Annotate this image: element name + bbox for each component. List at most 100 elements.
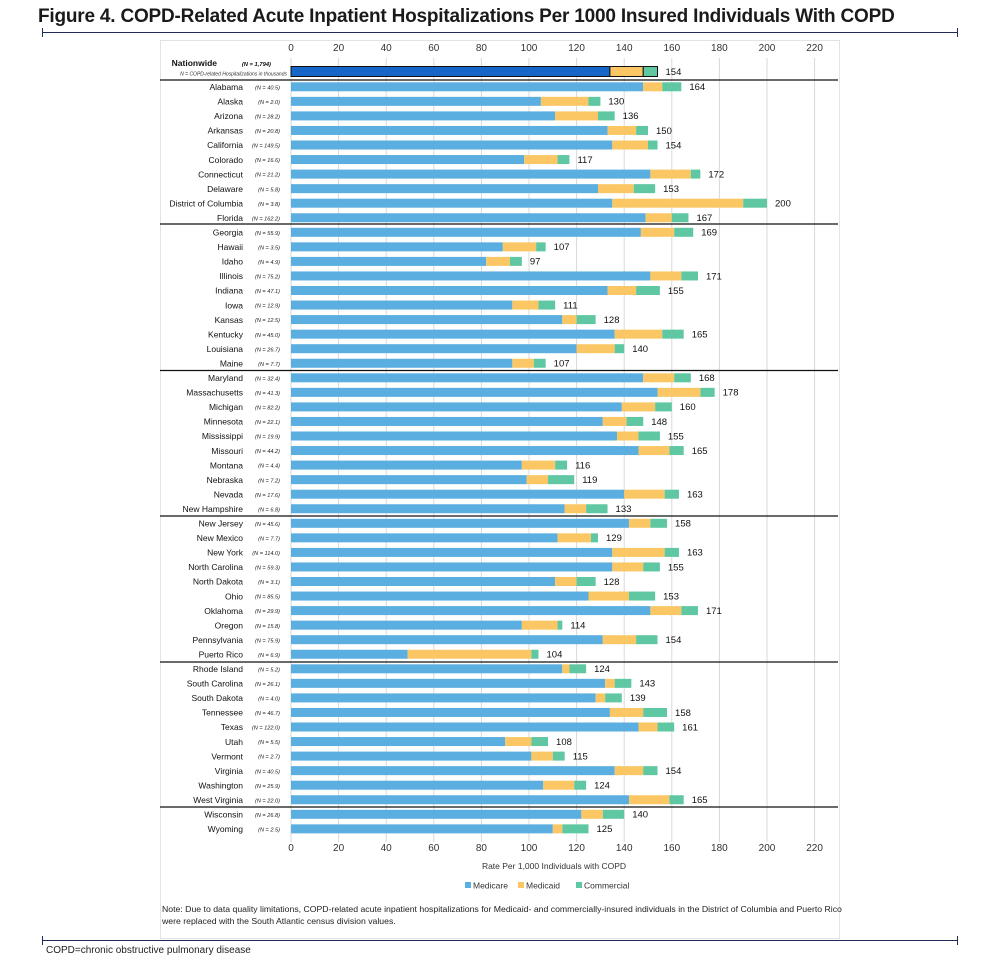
bar-medicare [291, 664, 563, 674]
bar-total-label: 107 [554, 242, 570, 253]
bar-medicare [291, 213, 646, 223]
bar-medicaid [628, 518, 651, 528]
bar-total-label: 140 [632, 810, 648, 821]
bar-commercial [538, 300, 556, 310]
bar-medicaid [512, 358, 534, 368]
state-n-label: (N = 45.0) [255, 333, 280, 339]
bar-medicaid [650, 606, 682, 616]
bar-total-label: 165 [692, 795, 708, 806]
bar-commercial [614, 678, 632, 688]
bar-medicare [291, 184, 599, 194]
legend-swatch [465, 882, 471, 888]
bar-total-label: 153 [663, 591, 679, 602]
state-n-label: (N = 22.0) [255, 798, 280, 804]
state-n-label: (N = 162.2) [252, 216, 280, 222]
bar-medicare [291, 431, 618, 441]
bar-commercial [690, 169, 701, 179]
bar-commercial [633, 184, 656, 194]
state-n-label: (N = 4.4) [258, 464, 280, 470]
state-label: District of Columbia [169, 198, 243, 208]
bar-medicare [291, 96, 541, 106]
state-label: Nevada [214, 489, 244, 499]
bar-total-label: 143 [639, 679, 655, 690]
x-tick-label-bottom: 220 [806, 843, 823, 854]
bar-medicare [291, 373, 644, 383]
bar-medicare [291, 693, 596, 703]
state-label: South Dakota [191, 693, 243, 703]
bar-medicare [291, 547, 613, 557]
bar-medicaid [564, 504, 587, 514]
x-tick-label-bottom: 100 [521, 843, 538, 854]
bar-commercial [674, 227, 694, 237]
bar-medicaid [612, 562, 644, 572]
bar-commercial [569, 664, 587, 674]
bar-medicare [291, 315, 563, 325]
bar-medicaid [598, 184, 634, 194]
legend-label: Medicaid [526, 881, 560, 891]
nationwide-sublabel: N = COPD-related Hospitalizations in tho… [180, 72, 287, 78]
bar-medicaid [502, 242, 537, 252]
bar-medicaid [657, 387, 701, 397]
bar-commercial [557, 620, 563, 630]
bar-medicaid [650, 271, 682, 281]
state-n-label: (N = 41.3) [255, 391, 280, 397]
x-tick-label-top: 40 [381, 43, 393, 54]
state-n-label: (N = 46.7) [255, 711, 280, 717]
state-n-label: (N = 12.9) [255, 304, 280, 310]
state-n-label: (N = 15.8) [255, 624, 280, 630]
state-n-label: (N = 6.9) [258, 653, 280, 659]
state-n-label: (N = 4.9) [258, 260, 280, 266]
bar-medicare [291, 751, 532, 761]
bar-total-label: 139 [630, 693, 646, 704]
top-rule [42, 32, 958, 33]
top-rule-left-cap [42, 28, 43, 37]
bar-total-label: 133 [616, 504, 632, 515]
bottom-rule [42, 940, 958, 941]
state-n-label: (N = 59.3) [255, 566, 280, 572]
bar-medicare [291, 606, 651, 616]
bar-commercial [638, 431, 660, 441]
bar-medicare [291, 416, 603, 426]
bar-commercial [586, 504, 608, 514]
bar-medicaid [552, 824, 563, 834]
bar-total-label: 154 [666, 140, 682, 151]
state-n-label: (N = 3.8) [258, 202, 280, 208]
nationwide-bar-medicare [290, 66, 611, 77]
bar-medicare [291, 460, 522, 470]
bar-medicare [291, 620, 522, 630]
state-label: Ohio [225, 591, 243, 601]
legend-swatch [576, 882, 582, 888]
bar-medicare [291, 722, 639, 732]
bar-total-label: 165 [692, 446, 708, 457]
bar-commercial [598, 111, 615, 121]
state-n-label: (N = 45.6) [255, 522, 280, 528]
bar-commercial [662, 329, 684, 339]
bar-medicaid [555, 111, 599, 121]
state-n-label: (N = 82.2) [255, 406, 280, 412]
bar-medicare [291, 795, 629, 805]
bar-total-label: 108 [556, 737, 572, 748]
bar-medicare [291, 286, 608, 295]
state-n-label: (N = 2.0) [258, 100, 280, 106]
bar-medicaid [581, 809, 603, 819]
bar-medicaid [643, 82, 663, 92]
bar-commercial [681, 271, 698, 281]
state-label: Puerto Rico [199, 649, 244, 659]
nationwide-bar-medicaid [609, 66, 644, 77]
state-label: California [207, 140, 243, 150]
state-n-label: (N = 3.5) [258, 245, 280, 251]
bar-total-label: 155 [668, 431, 684, 442]
bar-commercial [531, 737, 549, 747]
legend-label: Commercial [584, 881, 629, 891]
bar-commercial [602, 809, 625, 819]
bar-medicaid [617, 431, 639, 441]
state-label: Minnesota [204, 417, 243, 427]
bar-medicare [291, 387, 658, 397]
state-n-label: (N = 40.5) [255, 769, 280, 775]
bar-commercial [669, 446, 684, 456]
bar-total-label: 115 [573, 751, 588, 762]
state-label: Maine [220, 358, 243, 368]
state-label: New Jersey [199, 519, 244, 529]
bar-medicaid [602, 635, 637, 645]
bar-medicare [291, 402, 622, 412]
